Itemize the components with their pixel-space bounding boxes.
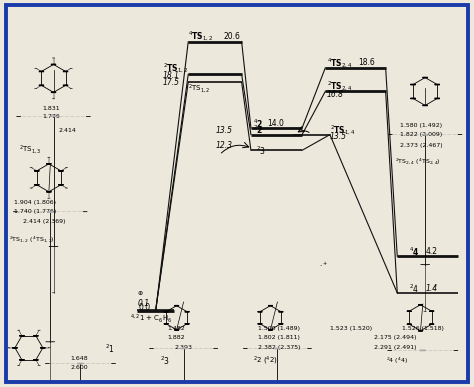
Text: 1.740 (1.776): 1.740 (1.776) [14,209,56,214]
Text: 18.6: 18.6 [358,58,374,67]
Text: $^2$3: $^2$3 [255,145,265,157]
Text: 1.776: 1.776 [42,115,60,120]
Text: 20.6: 20.6 [223,32,240,41]
Text: 17.5: 17.5 [163,79,180,87]
Text: $^2$2 ($^4$2): $^2$2 ($^4$2) [253,355,278,367]
Text: 12.3: 12.3 [216,141,233,150]
Text: $^2$TS$_{1,2}$: $^2$TS$_{1,2}$ [188,83,210,95]
Text: $\oplus$: $\oplus$ [137,289,143,297]
Text: $^2$4 ($^4$4): $^2$4 ($^4$4) [386,356,408,366]
Text: 14.0: 14.0 [267,119,284,128]
Text: 1.882: 1.882 [167,335,185,340]
Text: 1.904 (1.806): 1.904 (1.806) [14,200,56,205]
Text: $^2$TS$_{1,2}$: $^2$TS$_{1,2}$ [163,62,188,75]
Text: 18.1: 18.1 [163,71,180,80]
Text: 0.1: 0.1 [138,299,150,308]
Text: $\cdot^+$: $\cdot^+$ [319,262,328,268]
Text: 1.4: 1.4 [425,284,437,293]
Text: $^2$TS$_{1,2}$ ($^4$TS$_{1,2}$): $^2$TS$_{1,2}$ ($^4$TS$_{1,2}$) [9,235,55,244]
Text: $^2$3: $^2$3 [160,355,170,367]
Text: $^4$2: $^4$2 [253,117,264,130]
Text: 2.175 (2.494): 2.175 (2.494) [374,335,417,340]
Text: $^2$4: $^2$4 [409,282,419,295]
Text: 1.526 (1.518): 1.526 (1.518) [402,326,444,331]
Text: 2.291 (2.491): 2.291 (2.491) [374,345,417,350]
Text: 1.648: 1.648 [70,356,88,361]
Text: $^2$2: $^2$2 [253,124,264,136]
Text: 4.2: 4.2 [425,247,437,256]
Text: 1.822 (2.009): 1.822 (2.009) [400,132,442,137]
Text: $^4$4: $^4$4 [409,245,419,258]
Text: $^4$TS$_{1,2}$: $^4$TS$_{1,2}$ [188,30,214,43]
Text: 2.414 (2.369): 2.414 (2.369) [23,219,66,224]
Text: 2.373 (2.467): 2.373 (2.467) [400,143,442,148]
Text: $^2$TS$_{1,3}$: $^2$TS$_{1,3}$ [18,144,41,156]
Text: $^2$TS$_{1,4}$: $^2$TS$_{1,4}$ [330,123,356,137]
Text: 2.414: 2.414 [58,128,76,133]
Text: $^2$TS$_{2,4}$ ($^4$TS$_{2,4}$): $^2$TS$_{2,4}$ ($^4$TS$_{2,4}$) [395,156,441,166]
Text: 2.600: 2.600 [70,365,88,370]
Text: 13.5: 13.5 [330,132,347,141]
Text: $^{4,2}$1 + C$_6$H$_6$: $^{4,2}$1 + C$_6$H$_6$ [130,313,173,325]
Text: $^2$TS$_{2,4}$: $^2$TS$_{2,4}$ [327,79,352,93]
Text: 1.580 (1.492): 1.580 (1.492) [400,123,442,128]
Text: 13.5: 13.5 [216,126,233,135]
Text: 16.8: 16.8 [327,90,344,99]
Text: 2.382 (2.375): 2.382 (2.375) [258,345,301,350]
Text: 1.482: 1.482 [167,326,185,331]
Text: 1.831: 1.831 [42,106,60,111]
Text: 1.523 (1.520): 1.523 (1.520) [330,326,372,331]
Text: 1.802 (1.811): 1.802 (1.811) [258,335,300,340]
Text: $^4$TS$_{2,4}$: $^4$TS$_{2,4}$ [327,56,352,70]
Text: 1.500 (1.489): 1.500 (1.489) [258,326,300,331]
Text: 0.0: 0.0 [138,303,150,312]
Text: 2.393: 2.393 [174,345,192,350]
Text: $^2$1: $^2$1 [105,343,114,355]
